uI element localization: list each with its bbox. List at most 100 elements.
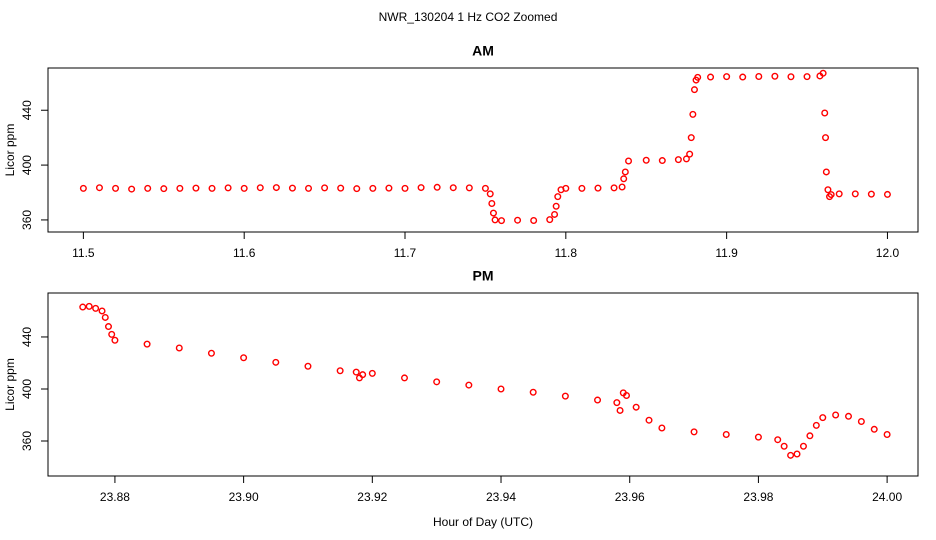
data-point (771, 72, 779, 80)
data-point (554, 193, 562, 201)
y-axis-label: Licor ppm (3, 358, 17, 411)
data-point (272, 358, 280, 366)
data-point (787, 451, 795, 459)
data-point (622, 391, 630, 399)
data-point (224, 184, 232, 192)
y-tick-label: 400 (20, 155, 34, 175)
x-tick-label: 23.98 (743, 490, 773, 504)
data-point (687, 134, 695, 142)
x-tick-label: 11.7 (394, 246, 417, 260)
data-point (98, 307, 106, 315)
y-axis-label: Licor ppm (3, 124, 17, 177)
data-point (803, 73, 811, 81)
x-tick-label: 23.90 (229, 490, 259, 504)
data-point (240, 184, 248, 192)
data-point (85, 302, 93, 310)
x-tick-label: 12.0 (876, 246, 900, 260)
data-point (176, 184, 184, 192)
data-point (793, 450, 801, 458)
data-point (755, 73, 763, 81)
data-point (645, 416, 653, 424)
data-point (288, 184, 296, 192)
data-point (488, 199, 496, 207)
x-tick-label: 23.92 (357, 490, 387, 504)
data-point (658, 424, 666, 432)
data-point (128, 185, 136, 193)
data-point (208, 184, 216, 192)
figure-title: NWR_130204 1 Hz CO2 Zoomed (379, 10, 558, 24)
data-point (353, 185, 361, 193)
panel-title: AM (472, 43, 494, 59)
data-point (368, 369, 376, 377)
data-point (819, 414, 827, 422)
data-point (305, 184, 313, 192)
data-point (552, 202, 560, 210)
x-tick-label: 23.96 (615, 490, 645, 504)
y-tick-label: 400 (20, 379, 34, 399)
x-tick-label: 11.8 (555, 246, 578, 260)
plot-frame (47, 292, 919, 477)
data-point (160, 185, 168, 193)
data-point (417, 184, 425, 192)
data-point (722, 431, 730, 439)
data-point (812, 421, 820, 429)
data-point (694, 73, 702, 81)
data-point (465, 184, 473, 192)
data-point (465, 381, 473, 389)
data-point (819, 69, 827, 77)
data-point (530, 216, 538, 224)
data-point (192, 184, 200, 192)
data-point (143, 340, 151, 348)
data-point (144, 184, 152, 192)
x-tick-label: 11.6 (233, 246, 256, 260)
data-point (272, 184, 280, 192)
data-point (101, 313, 109, 321)
data-point (514, 216, 522, 224)
y-tick-label: 440 (20, 327, 34, 347)
data-point (827, 191, 835, 199)
data-point (108, 330, 116, 338)
data-point (686, 150, 694, 158)
data-point (486, 190, 494, 198)
data-point (774, 436, 782, 444)
data-point (352, 368, 360, 376)
data-point (870, 425, 878, 433)
data-point (832, 411, 840, 419)
data-point (621, 168, 629, 176)
data-point (835, 190, 843, 198)
data-point (95, 184, 103, 192)
data-point (822, 168, 830, 176)
data-point (616, 406, 624, 414)
data-point (79, 184, 87, 192)
data-point (111, 336, 119, 344)
data-point (551, 210, 559, 218)
data-point (491, 216, 499, 224)
data-point (497, 217, 505, 225)
data-point (207, 349, 215, 357)
data-point (723, 73, 731, 81)
plot-frame (47, 67, 919, 233)
data-point (433, 183, 441, 191)
y-tick-label: 360 (20, 210, 34, 230)
data-point (489, 209, 497, 217)
y-tick-label: 360 (20, 431, 34, 451)
data-point (304, 362, 312, 370)
x-tick-label: 24.00 (872, 490, 902, 504)
x-tick-label: 23.94 (486, 490, 516, 504)
data-point (845, 412, 853, 420)
x-tick-label: 23.88 (100, 490, 130, 504)
y-tick-label: 440 (20, 100, 34, 120)
data-point (690, 86, 698, 94)
data-point (594, 184, 602, 192)
data-point (594, 396, 602, 404)
data-point (240, 354, 248, 362)
data-point (642, 156, 650, 164)
data-point (92, 304, 100, 312)
x-axis-label: Hour of Day (UTC) (433, 515, 533, 529)
data-point (620, 175, 628, 183)
data-point (359, 371, 367, 379)
data-point (739, 73, 747, 81)
data-point (433, 378, 441, 386)
data-point (337, 184, 345, 192)
data-point (658, 157, 666, 165)
